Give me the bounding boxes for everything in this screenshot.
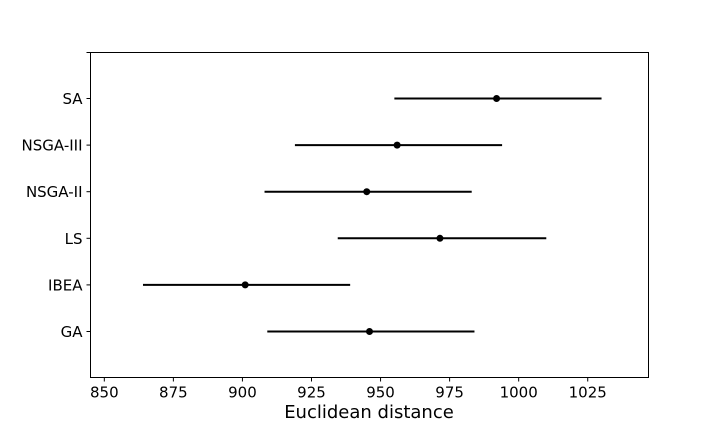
plot-area-frame [90,52,649,378]
mean-point [493,95,501,102]
y-tick-label: SA [62,90,83,108]
mean-point [366,328,373,335]
x-axis-label: Euclidean distance [284,402,454,423]
x-tick-label: 950 [366,384,395,402]
y-tick-label: GA [61,323,84,341]
y-axis: SA NSGA-III NSGA-II LS IBEA GA [22,52,91,341]
mean-point [393,141,401,149]
y-tick-label: IBEA [48,276,83,294]
mean-point [363,188,371,196]
x-tick-label: 900 [228,384,257,402]
x-tick-label: 875 [159,384,188,402]
y-tick-label: NSGA-II [26,183,83,201]
x-tick-label: 1025 [569,384,607,402]
x-tick-label: 850 [90,384,119,402]
x-tick-label: 975 [435,384,464,402]
error-bars [142,95,602,335]
mean-point [436,234,444,242]
x-tick-label: 1000 [500,384,538,402]
x-axis: 850 875 900 925 950 975 1000 1025 [90,377,607,402]
y-tick-label: LS [65,230,83,248]
y-tick-label: NSGA-III [22,137,83,155]
mean-point [241,281,249,289]
x-tick-label: 925 [297,384,326,402]
